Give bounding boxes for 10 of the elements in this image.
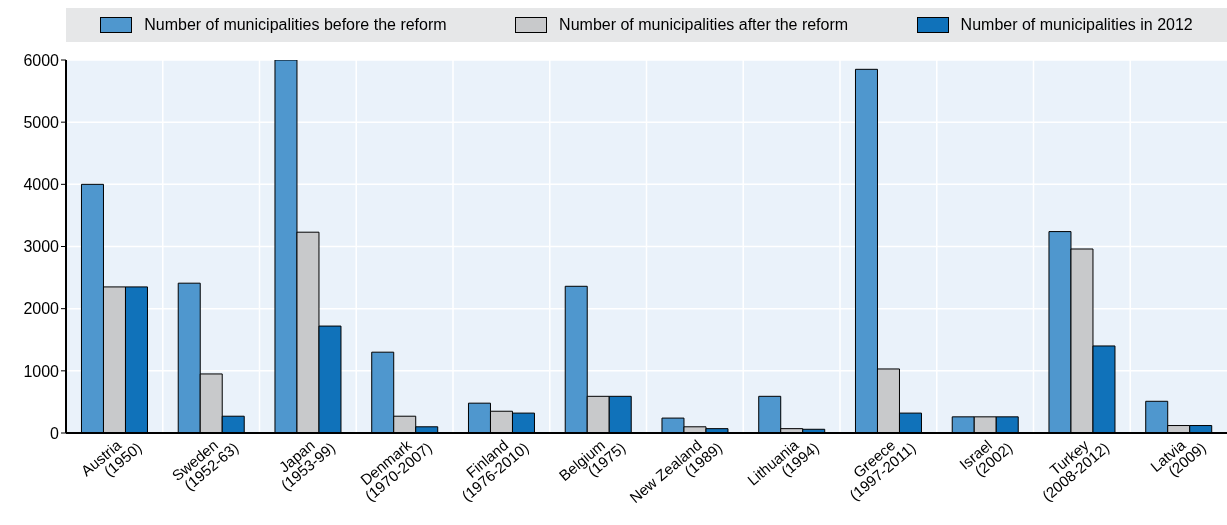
y-tick-label: 4000 (23, 176, 60, 194)
legend-label: Number of municipalities before the reform (144, 16, 447, 34)
y-tick-label: 6000 (23, 51, 60, 69)
y-tick-label: 3000 (23, 238, 60, 256)
y-tick-label: 0 (50, 424, 60, 442)
legend-label: Number of municipalities after the reform (559, 16, 849, 34)
legend-label: Number of municipalities in 2012 (960, 16, 1193, 34)
y-tick-label: 1000 (23, 362, 60, 380)
y-tick-label: 5000 (23, 113, 60, 131)
y-tick-label: 2000 (23, 300, 60, 318)
